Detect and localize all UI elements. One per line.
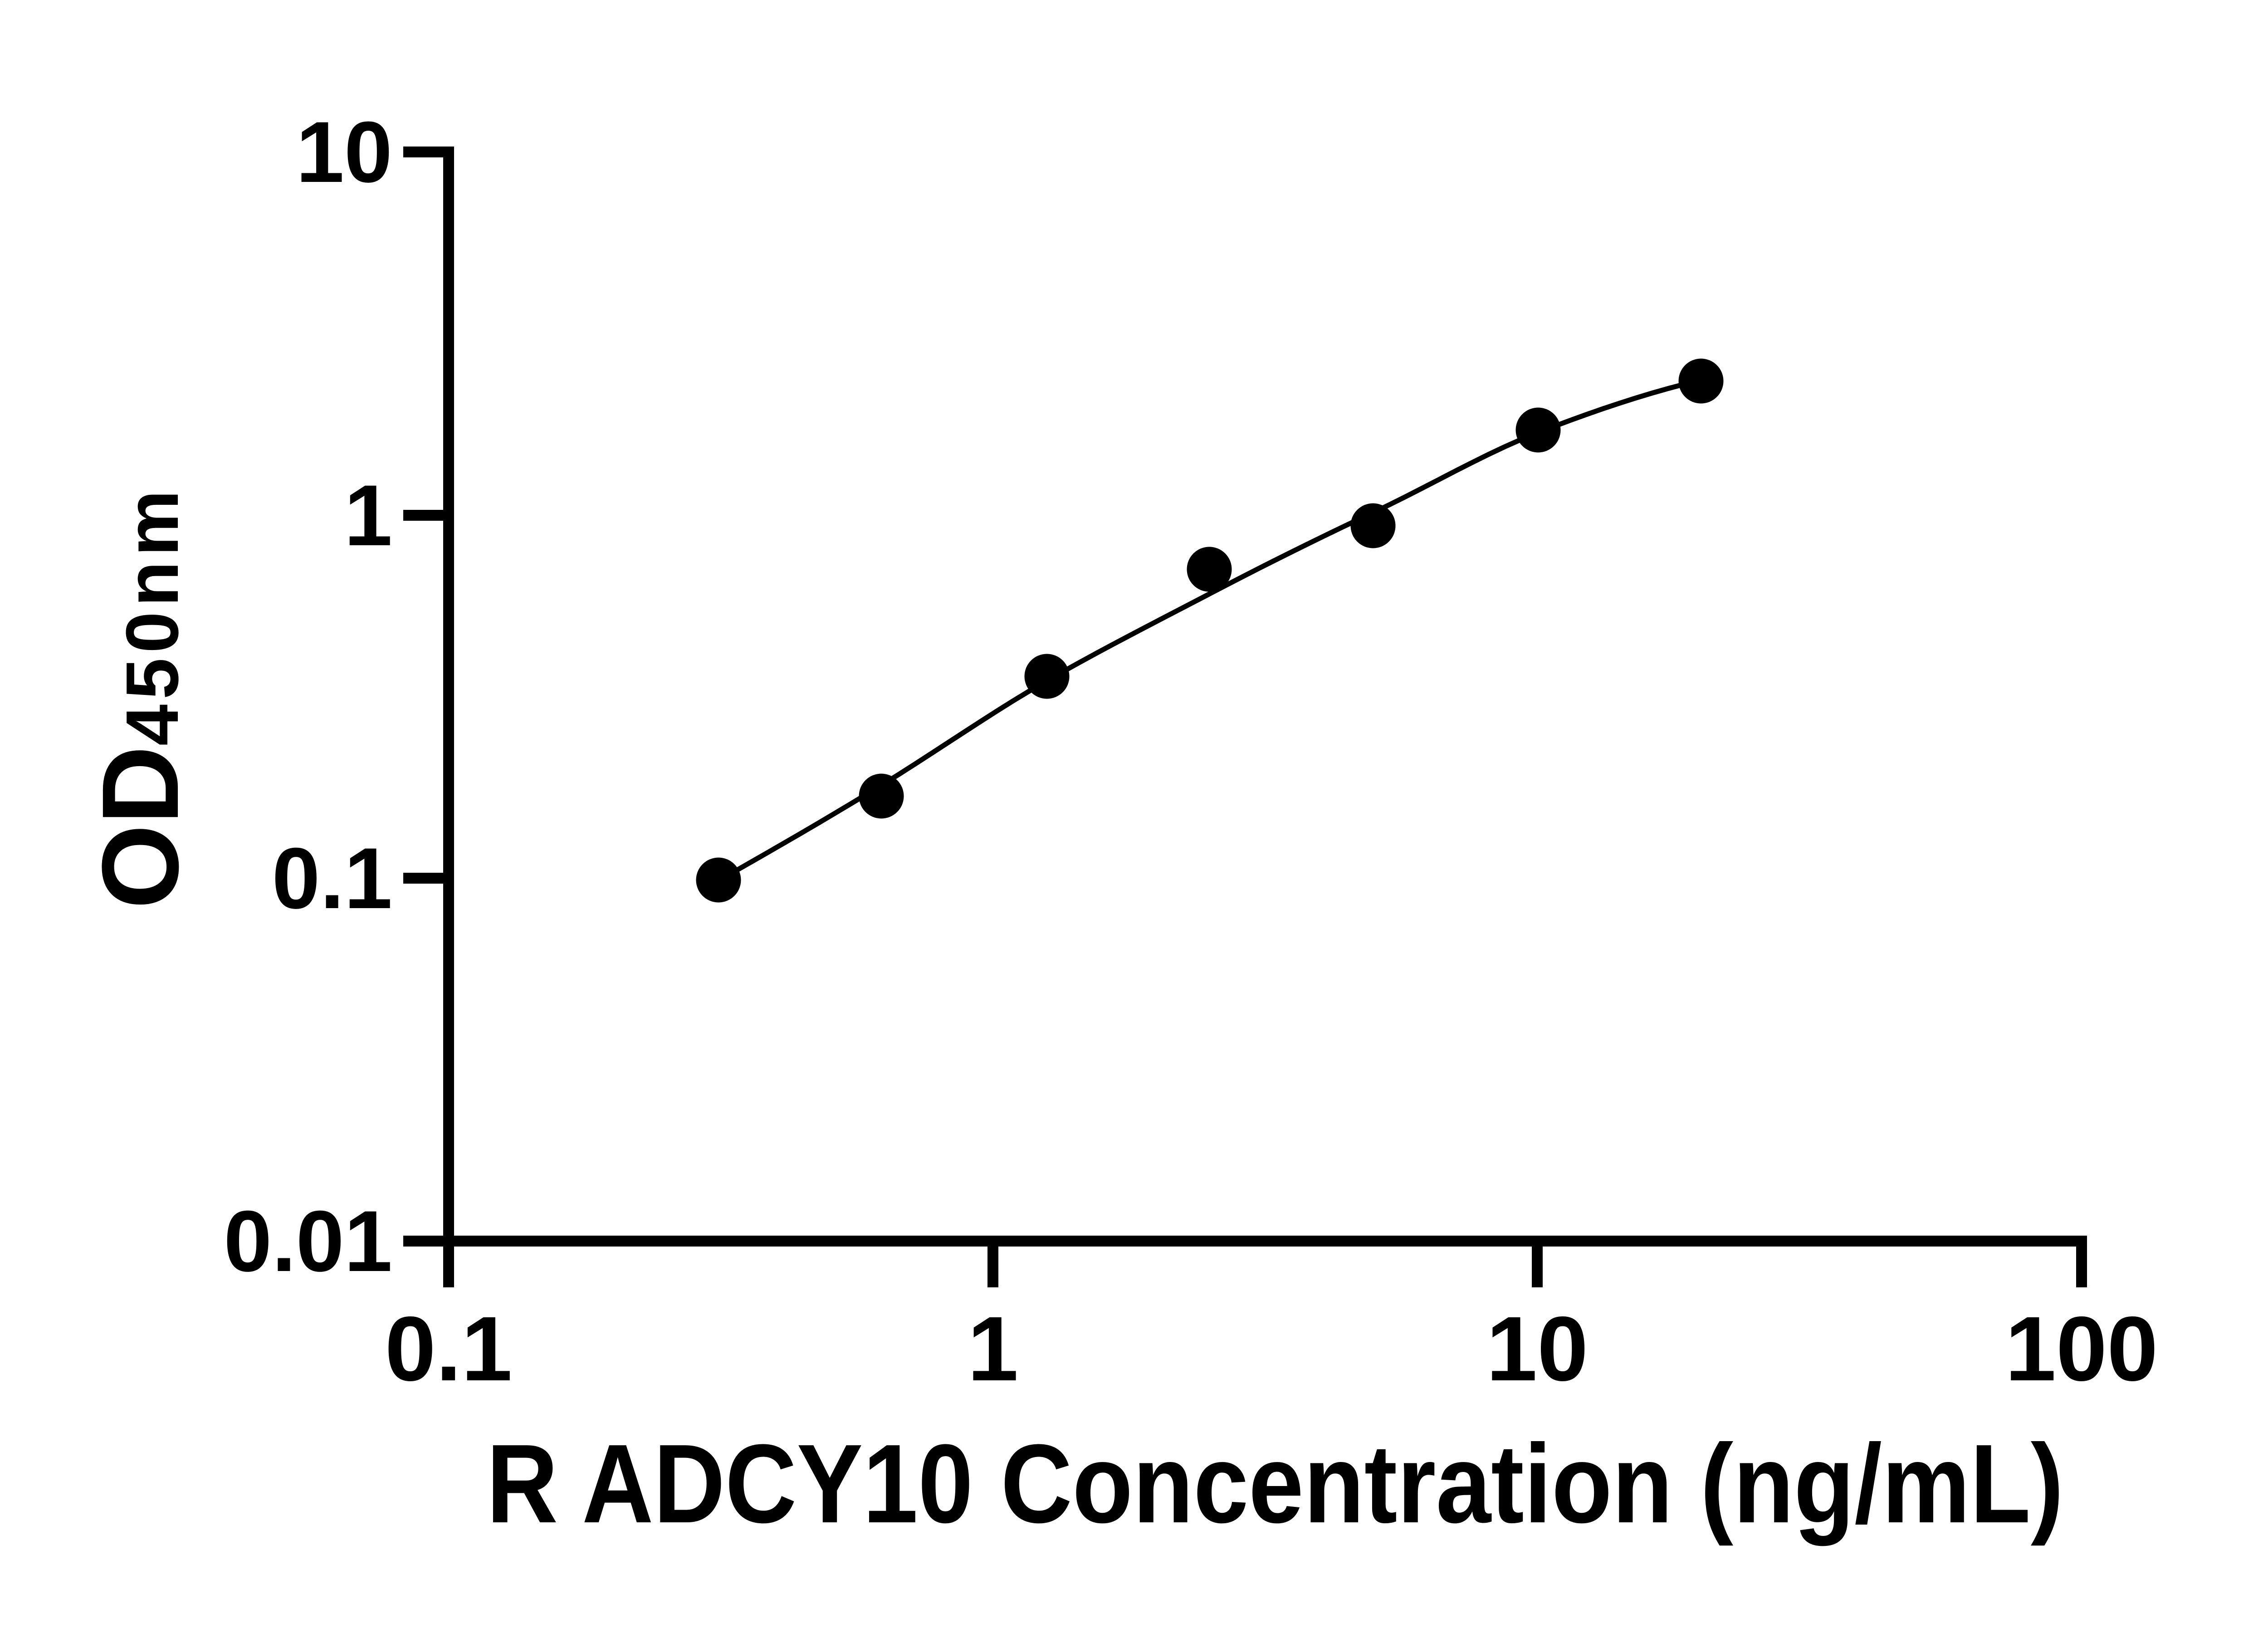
svg-text:0.01: 0.01 [224,1193,392,1290]
svg-text:0.1: 0.1 [272,830,392,927]
svg-text:1: 1 [344,467,392,564]
svg-text:1: 1 [968,1297,1018,1400]
svg-text:10: 10 [296,104,392,200]
svg-text:R ADCY10 Concentration (ng/mL): R ADCY10 Concentration (ng/mL) [486,1422,2063,1546]
svg-text:100: 100 [2005,1297,2158,1400]
svg-text:OD450nm: OD450nm [79,485,201,909]
svg-text:0.1: 0.1 [385,1297,513,1400]
svg-text:10: 10 [1486,1297,1589,1400]
